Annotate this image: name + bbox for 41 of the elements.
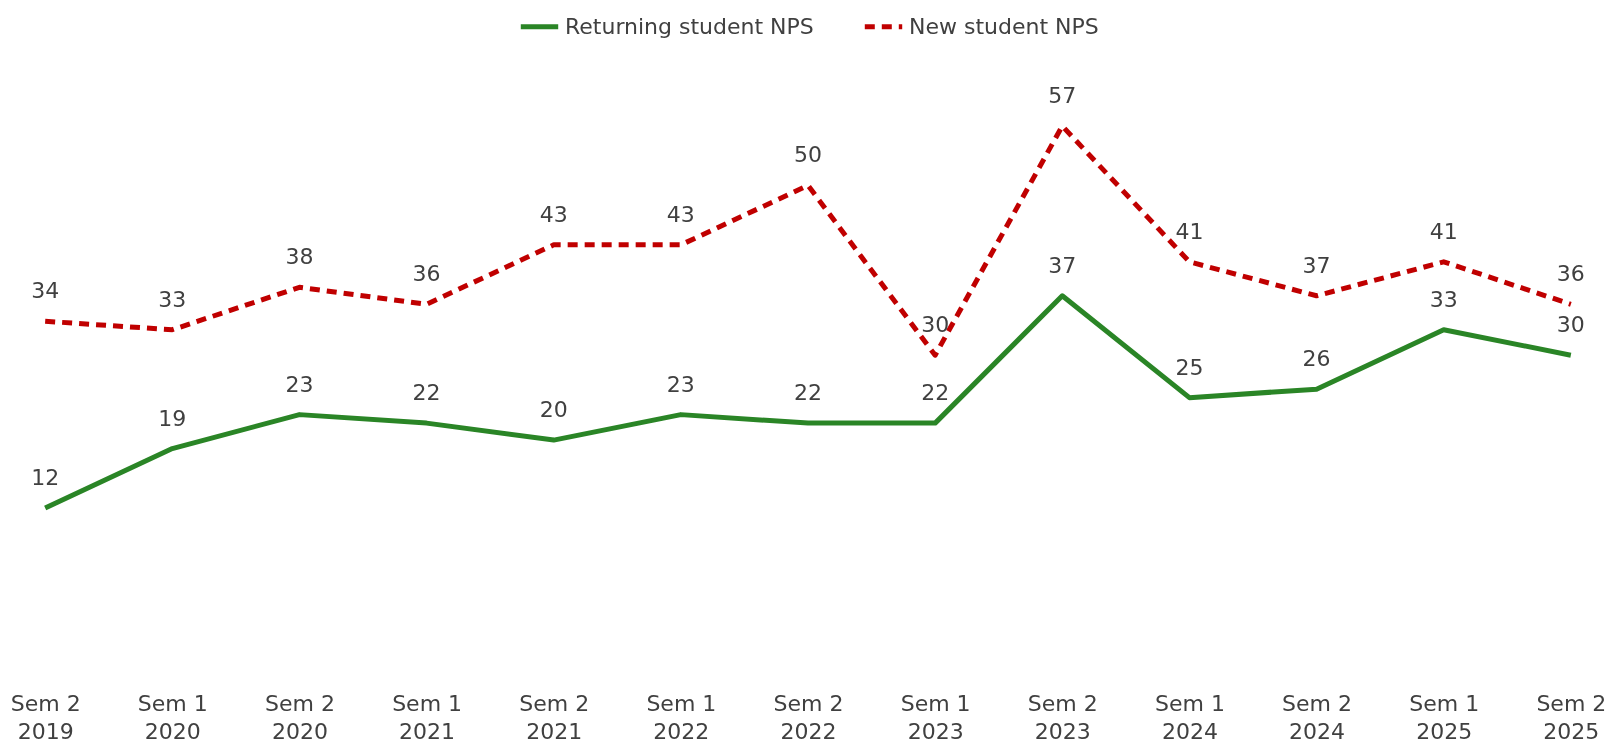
data-label: 23 bbox=[666, 371, 695, 397]
data-label: 12 bbox=[31, 465, 60, 490]
data-label: 25 bbox=[1175, 354, 1204, 380]
data-label: 50 bbox=[794, 142, 822, 168]
data-label: 43 bbox=[666, 201, 695, 227]
data-label: 22 bbox=[921, 380, 950, 406]
x-tick-label: Sem 2 2019 bbox=[10, 690, 81, 744]
data-label: 37 bbox=[1048, 252, 1077, 278]
data-label: 22 bbox=[794, 380, 822, 406]
data-label: 37 bbox=[1302, 252, 1331, 278]
x-tick-label: Sem 2 2025 bbox=[1536, 690, 1607, 744]
data-label: 34 bbox=[31, 278, 60, 304]
data-label: 30 bbox=[921, 312, 950, 338]
x-tick-label: Sem 2 2024 bbox=[1282, 690, 1353, 744]
x-tick-label: Sem 1 2022 bbox=[646, 690, 717, 744]
data-label: 41 bbox=[1429, 218, 1458, 244]
data-label: 33 bbox=[1429, 286, 1458, 312]
x-tick-label: Sem 1 2025 bbox=[1409, 690, 1480, 744]
data-label: 19 bbox=[158, 405, 187, 431]
data-label: 23 bbox=[285, 371, 314, 397]
data-label: 43 bbox=[539, 201, 568, 227]
data-label: 38 bbox=[285, 244, 314, 270]
data-label: 41 bbox=[1175, 218, 1204, 244]
legend-label: New student NPS bbox=[909, 13, 1099, 39]
x-tick-label: Sem 1 2023 bbox=[900, 690, 971, 744]
data-label: 20 bbox=[539, 397, 568, 423]
data-label: 30 bbox=[1556, 312, 1585, 338]
data-label: 26 bbox=[1302, 346, 1331, 372]
x-tick-label: Sem 2 2022 bbox=[773, 690, 844, 744]
x-tick-label: Sem 2 2021 bbox=[519, 690, 590, 744]
data-label: 22 bbox=[412, 380, 441, 406]
data-label: 33 bbox=[158, 286, 187, 312]
legend-label: Returning student NPS bbox=[565, 13, 814, 39]
x-tick-label: Sem 1 2021 bbox=[392, 690, 463, 744]
data-label: 36 bbox=[412, 261, 441, 287]
data-label: 57 bbox=[1048, 83, 1077, 108]
x-tick-label: Sem 1 2020 bbox=[137, 690, 208, 744]
x-tick-label: Sem 2 2023 bbox=[1027, 690, 1098, 744]
data-label: 36 bbox=[1556, 261, 1585, 287]
x-tick-label: Sem 1 2024 bbox=[1154, 690, 1225, 744]
x-tick-label: Sem 2 2020 bbox=[264, 690, 335, 744]
